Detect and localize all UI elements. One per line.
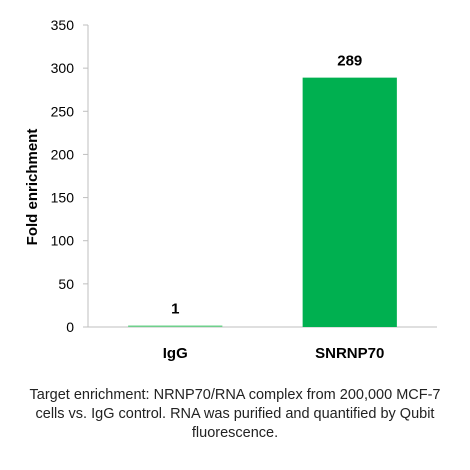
bar-chart: Fold enrichment 0 50 100 150 200 250 300 350 Ig… <box>24 17 437 362</box>
figure-caption: Target enrichment: NRNP70/RNA complex fr… <box>29 387 441 441</box>
category-label: SNRNP70 <box>315 345 384 362</box>
y-tick-label: 50 <box>58 276 74 292</box>
y-tick-label: 300 <box>51 60 75 76</box>
y-tick-label: 100 <box>51 233 75 249</box>
y-tick-label: 0 <box>66 319 74 335</box>
bar-igg <box>128 325 223 327</box>
y-axis-title: Fold enrichment <box>24 129 41 246</box>
y-tick-label: 150 <box>51 190 75 206</box>
category-label: IgG <box>163 345 188 362</box>
bar-snrnp70 <box>302 77 397 328</box>
y-tick-label: 250 <box>51 103 75 119</box>
y-tick-label: 200 <box>51 146 75 162</box>
data-label: 289 <box>337 53 362 70</box>
data-label: 1 <box>171 301 179 318</box>
y-tick-label: 350 <box>51 17 75 33</box>
